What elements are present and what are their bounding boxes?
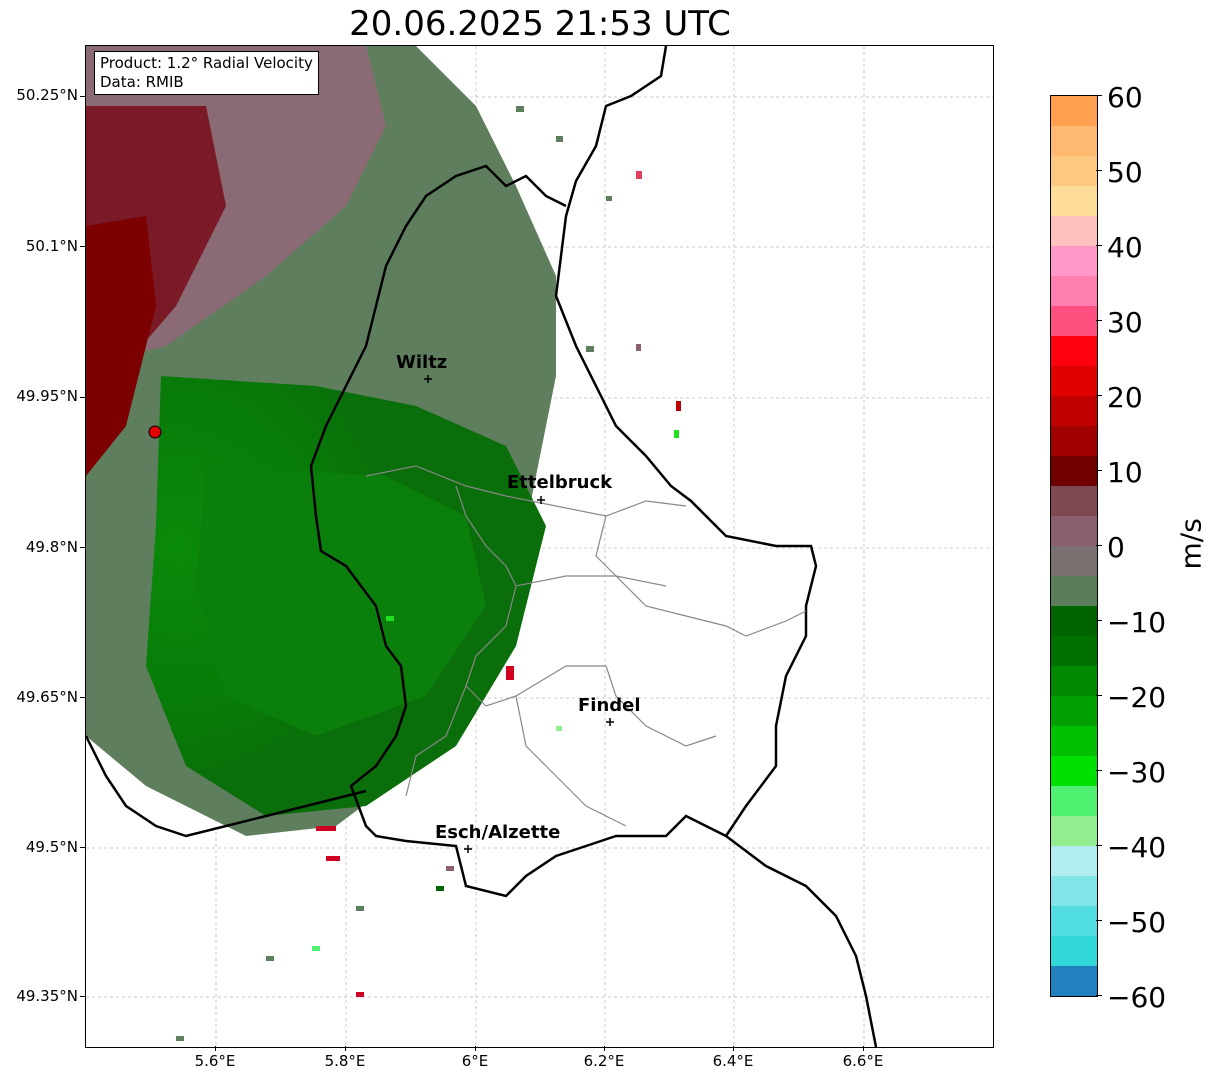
lat-tick-mark <box>80 96 85 97</box>
colorbar-tick-label: −60 <box>1107 981 1167 1014</box>
colorbar-tick-label: 60 <box>1107 81 1143 114</box>
colorbar-tick-label: 40 <box>1107 231 1143 264</box>
lon-tick-mark <box>475 1046 476 1051</box>
lon-tick-label: 6.6°E <box>842 1052 884 1070</box>
country-border-west <box>86 735 367 838</box>
radar-map <box>85 45 994 1048</box>
lon-tick-mark <box>863 1046 864 1051</box>
lon-tick-mark <box>215 1046 216 1051</box>
lat-tick-label: 50.25°N <box>16 86 78 104</box>
radar-map-canvas <box>86 46 993 1047</box>
radar-site-marker <box>148 425 162 439</box>
city-label-findel: Findel <box>578 695 641 716</box>
colorbar-tick-mark <box>1096 695 1102 696</box>
city-markers <box>424 375 614 853</box>
colorbar-tick-mark <box>1096 770 1102 771</box>
lon-tick-label: 6°E <box>461 1052 489 1070</box>
colorbar-tick-mark <box>1096 470 1102 471</box>
colorbar-tick-label: 50 <box>1107 156 1143 189</box>
colorbar-tick-mark <box>1096 95 1102 96</box>
lat-tick-mark <box>80 697 85 698</box>
colorbar-tick-mark <box>1096 995 1102 996</box>
lat-tick-label: 49.35°N <box>16 987 78 1005</box>
colorbar-tick-label: 0 <box>1107 531 1125 564</box>
product-info-box: Product: 1.2° Radial Velocity Data: RMIB <box>94 51 319 95</box>
colorbar-tick-mark <box>1096 170 1102 171</box>
colorbar-tick-label: 20 <box>1107 381 1143 414</box>
colorbar-tick-mark <box>1096 320 1102 321</box>
colorbar-gradient <box>1051 96 1097 996</box>
colorbar-tick-mark <box>1096 245 1102 246</box>
lon-tick-label: 6.2°E <box>583 1052 625 1070</box>
lon-tick-label: 5.8°E <box>324 1052 366 1070</box>
lat-tick-label: 49.95°N <box>16 387 78 405</box>
velocity-colorbar <box>1050 95 1098 997</box>
lon-tick-label: 6.4°E <box>712 1052 754 1070</box>
lat-tick-mark <box>80 246 85 247</box>
lat-tick-mark <box>80 996 85 997</box>
lat-tick-label: 49.5°N <box>25 838 78 856</box>
colorbar-tick-label: −40 <box>1107 831 1167 864</box>
city-label-esch-alzette: Esch/Alzette <box>435 822 561 843</box>
colorbar-tick-label: −10 <box>1107 606 1167 639</box>
colorbar-unit-label: m/s <box>1174 518 1207 570</box>
colorbar-tick-mark <box>1096 620 1102 621</box>
country-border-south <box>725 835 878 1047</box>
map-title: 20.06.2025 21:53 UTC <box>349 4 731 44</box>
lat-tick-mark <box>80 847 85 848</box>
country-border <box>309 46 818 898</box>
lat-tick-mark <box>80 397 85 398</box>
colorbar-tick-label: 30 <box>1107 306 1143 339</box>
lat-tick-label: 49.65°N <box>16 688 78 706</box>
lon-tick-mark <box>733 1046 734 1051</box>
lon-tick-label: 5.6°E <box>194 1052 236 1070</box>
data-source-label: Data: RMIB <box>100 73 184 91</box>
lat-tick-label: 50.1°N <box>25 237 78 255</box>
lat-tick-mark <box>80 547 85 548</box>
lat-tick-label: 49.8°N <box>25 538 78 556</box>
colorbar-tick-label: −30 <box>1107 756 1167 789</box>
colorbar-tick-label: −50 <box>1107 906 1167 939</box>
colorbar-tick-mark <box>1096 395 1102 396</box>
city-label-wiltz: Wiltz <box>396 352 448 373</box>
colorbar-tick-mark <box>1096 920 1102 921</box>
colorbar-tick-mark <box>1096 545 1102 546</box>
product-label: Product: 1.2° Radial Velocity <box>100 54 313 72</box>
lon-tick-mark <box>604 1046 605 1051</box>
district-borders <box>365 465 807 827</box>
city-label-ettelbruck: Ettelbruck <box>507 472 613 493</box>
colorbar-tick-label: 10 <box>1107 456 1143 489</box>
lon-tick-mark <box>345 1046 346 1051</box>
colorbar-tick-label: −20 <box>1107 681 1167 714</box>
colorbar-tick-mark <box>1096 845 1102 846</box>
radar-speckles <box>176 106 681 1041</box>
